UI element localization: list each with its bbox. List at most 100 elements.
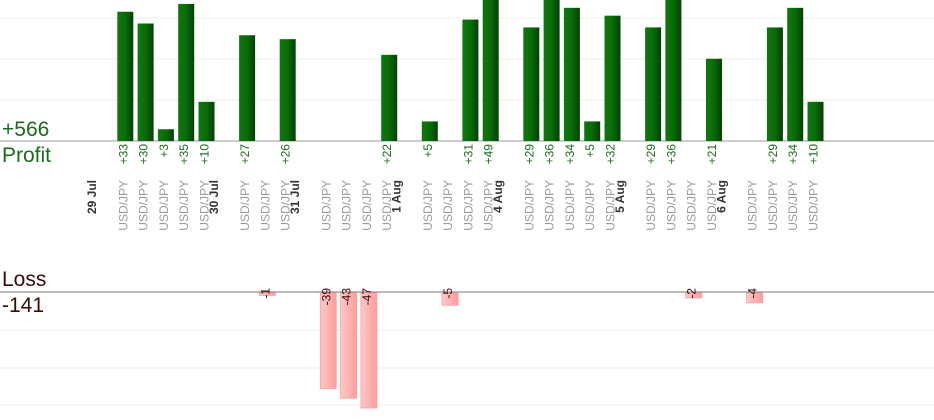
profit-bar [543, 0, 560, 141]
pair-label: USD/JPY [238, 180, 252, 231]
loss-value-label: -5 [441, 288, 455, 299]
date-label: 30 Jul [207, 180, 221, 214]
pair-label: USD/JPY [421, 180, 435, 231]
date-label: 1 Aug [390, 180, 404, 213]
pair-label: USD/JPY [177, 180, 191, 231]
pair-label: USD/JPY [380, 180, 394, 231]
profit-bar [584, 121, 601, 141]
profit-value-label: +26 [279, 144, 293, 165]
labels: 29 Jul +33 USD/JPY +30 USD/JPY +3 USD/JPY +35 US… [85, 144, 821, 306]
pair-label: USD/JPY [258, 180, 272, 231]
profit-value-label: +34 [786, 144, 800, 165]
profit-bar [604, 15, 621, 142]
profit-bar [157, 129, 174, 141]
profit-value-label: +10 [807, 144, 821, 165]
profit-bar [198, 101, 215, 141]
profit-value-label: +36 [543, 144, 557, 165]
profit-bar [787, 7, 804, 142]
profit-bar [645, 27, 662, 142]
profit-bar [421, 121, 438, 141]
profit-bar [665, 0, 682, 141]
profit-value-label: +31 [461, 144, 475, 165]
pair-label: USD/JPY [116, 180, 130, 231]
profit-value-label: +30 [137, 144, 151, 165]
profit-value-label: +5 [583, 144, 597, 158]
loss-bar [746, 292, 763, 304]
profit-value-label: +21 [705, 144, 719, 165]
profit-value-label: +35 [177, 144, 191, 165]
profit-value-label: +27 [238, 144, 252, 165]
pair-label: USD/JPY [482, 180, 496, 231]
pair-label: USD/JPY [522, 180, 536, 231]
pair-label: USD/JPY [563, 180, 577, 231]
profit-bar [563, 7, 580, 142]
loss-bar [441, 292, 459, 306]
pair-label: USD/JPY [157, 180, 171, 231]
date-label: 6 Aug [714, 180, 728, 213]
pair-label: USD/JPY [685, 180, 699, 231]
profit-value-label: +49 [482, 144, 496, 165]
profit-value-label: +29 [522, 144, 536, 165]
loss-bar [340, 292, 358, 399]
profit-value-label: +29 [644, 144, 658, 165]
pair-label: USD/JPY [583, 180, 597, 231]
pair-label: USD/JPY [543, 180, 557, 231]
date-label: 31 Jul [288, 180, 302, 214]
profit-value-label: +5 [421, 144, 435, 158]
profit-bar [462, 19, 479, 141]
pair-label: USD/JPY [340, 180, 354, 231]
pair-label: USD/JPY [441, 180, 455, 231]
pair-label: USD/JPY [807, 180, 821, 231]
date-label: 29 Jul [85, 180, 99, 214]
pair-label: USD/JPY [360, 180, 374, 231]
profit-value-label: +34 [563, 144, 577, 165]
profit-bar [381, 54, 398, 142]
pair-label: USD/JPY [786, 180, 800, 231]
profit-bar [178, 3, 195, 141]
pair-label: USD/JPY [279, 180, 293, 231]
loss-value-label: -47 [360, 288, 374, 306]
profit-bar [523, 27, 540, 142]
loss-value-label: -4 [746, 288, 760, 299]
pair-label: USD/JPY [461, 180, 475, 231]
pair-label: USD/JPY [766, 180, 780, 231]
loss-value-label: -39 [319, 288, 333, 306]
profit-value-label: +10 [198, 144, 212, 165]
pair-label: USD/JPY [604, 180, 618, 231]
profit-bar [766, 27, 783, 142]
profit-bar [482, 0, 499, 141]
pair-label: USD/JPY [644, 180, 658, 231]
profit-value-label: +33 [116, 144, 130, 165]
profit-bar [239, 35, 256, 141]
profit-bar [137, 23, 154, 141]
profit-value-label: +32 [604, 144, 618, 165]
loss-value-label: -1 [258, 288, 272, 299]
loss-value-label: -2 [685, 288, 699, 299]
profit-bar [706, 58, 722, 141]
profit-total: +566 [2, 118, 50, 141]
loss-bar [360, 292, 378, 409]
profit-value-label: +36 [664, 144, 678, 165]
profit-bar [279, 39, 296, 141]
profit-value-label: +22 [380, 144, 394, 165]
date-label: 4 Aug [491, 180, 505, 213]
pair-label: USD/JPY [664, 180, 678, 231]
loss-label: Loss [2, 268, 47, 291]
loss-total: -141 [2, 294, 45, 317]
profit-bar [807, 101, 824, 141]
bars [117, 0, 824, 409]
profit-bar [117, 11, 134, 141]
date-label: 5 Aug [613, 180, 627, 213]
profit-label: Profit [2, 144, 52, 167]
profit-value-label: +29 [766, 144, 780, 165]
loss-value-label: -43 [340, 288, 354, 306]
pair-label: USD/JPY [198, 180, 212, 231]
pair-label: USD/JPY [705, 180, 719, 231]
pair-label: USD/JPY [319, 180, 333, 231]
loss-bar [258, 292, 276, 296]
loss-bar [319, 292, 337, 389]
pair-label: USD/JPY [137, 180, 151, 231]
pair-label: USD/JPY [746, 180, 760, 231]
profit-value-label: +3 [157, 144, 171, 158]
